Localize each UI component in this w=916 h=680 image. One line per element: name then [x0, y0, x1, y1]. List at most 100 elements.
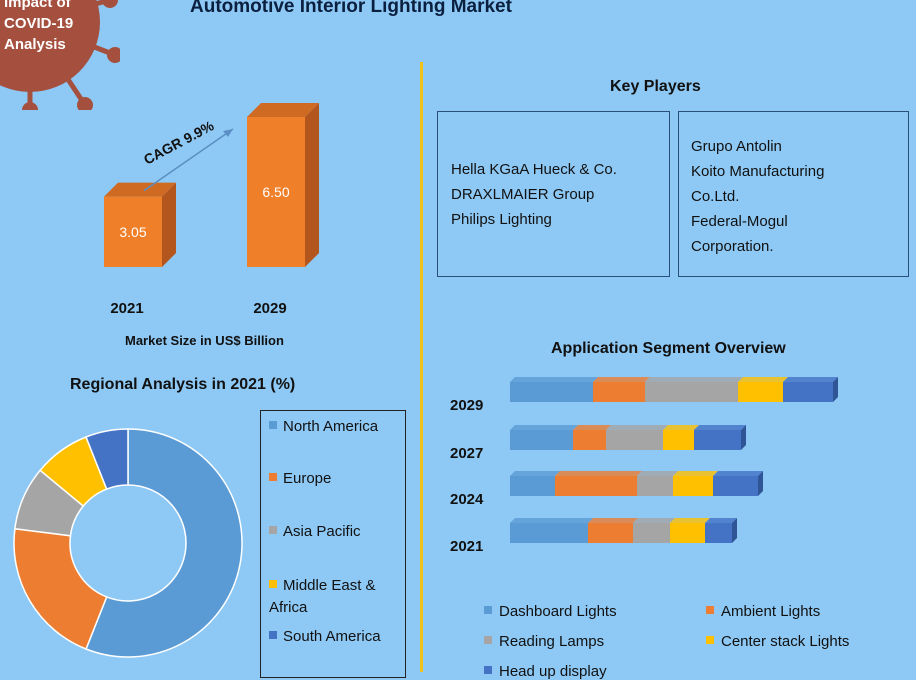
bar-top [510, 518, 593, 523]
bar-segment [510, 382, 593, 402]
bar-top [783, 377, 838, 382]
legend-label: Center stack Lights [721, 633, 850, 650]
legend-label: South America [283, 628, 381, 645]
donut-slice [85, 428, 243, 658]
player-name: Corporation. [691, 238, 774, 255]
bar-segment [663, 430, 694, 450]
bar [104, 196, 162, 267]
bar-data-label: 6.50 [262, 184, 289, 200]
bar-top [510, 377, 598, 382]
legend-label: North America [283, 418, 379, 435]
bar-segment [606, 430, 663, 450]
bar-segment [673, 476, 713, 496]
bar-segment [637, 476, 673, 496]
bar-segment [555, 476, 637, 496]
legend-item: Europe [269, 468, 404, 490]
key-players-box-right: Grupo Antolin Koito Manufacturing Co.Ltd… [678, 111, 909, 277]
page-title: Automotive Interior Lighting Market [190, 0, 512, 17]
badge-line: Impact of [4, 0, 71, 11]
legend-item: North America [269, 416, 404, 438]
legend-label: Ambient Lights [721, 603, 821, 620]
bar-top [573, 425, 611, 430]
bar-segment [783, 382, 833, 402]
bar-top [713, 471, 763, 476]
application-segment-chart: 2029 2027 2024 2021 [450, 377, 838, 555]
legend-item: South America [269, 626, 404, 648]
bar-data-label: 3.05 [119, 224, 146, 240]
category-label: 2027 [450, 445, 483, 462]
bar-side [305, 103, 319, 267]
bar-top [670, 518, 710, 523]
bar-segment [573, 430, 606, 450]
bar-top [645, 377, 743, 382]
player-name: DRAXLMAIER Group [451, 186, 595, 203]
bar-side [162, 182, 176, 267]
virus-icon [0, 0, 120, 110]
regional-chart-title: Regional Analysis in 2021 (%) [70, 376, 296, 393]
bar-top [637, 471, 678, 476]
bar-segment [593, 382, 645, 402]
bar-segment [713, 476, 758, 496]
bar-segment [738, 382, 783, 402]
app-legend-item: Ambient Lights [706, 603, 820, 620]
player-name: Hella KGaA Hueck & Co. [451, 161, 617, 178]
market-size-axis-label: Market Size in US$ Billion [125, 333, 284, 348]
cagr-arrow [143, 128, 234, 192]
bar-side [741, 425, 746, 450]
bar-side [758, 471, 763, 496]
donut-slice [85, 428, 129, 491]
player-name: Koito Manufacturing [691, 163, 825, 180]
application-chart-title: Application Segment Overview [551, 340, 786, 357]
donut-slice [13, 527, 108, 650]
bar-segment [510, 430, 573, 450]
legend-label: Dashboard Lights [499, 603, 617, 620]
bar-segment [510, 523, 588, 543]
legend-item: Asia Pacific [269, 521, 404, 543]
bar-top [633, 518, 675, 523]
player-name: Grupo Antolin [691, 138, 782, 155]
legend-label: Europe [283, 470, 332, 487]
bar-side [732, 518, 737, 543]
bar-segment [705, 523, 732, 543]
cagr-arrow-head [223, 129, 233, 137]
bar-segment [694, 430, 741, 450]
player-name: Co.Ltd. [691, 188, 740, 205]
category-label: 2029 [253, 300, 286, 317]
app-legend-item: Dashboard Lights [484, 603, 617, 620]
regional-donut-chart [13, 428, 243, 658]
cagr-label: CAGR 9.9% [141, 117, 217, 168]
bar-top [247, 103, 319, 117]
badge-line: Analysis [4, 36, 66, 53]
app-legend-item: Head up display [484, 663, 607, 680]
player-name: Federal-Mogul [691, 213, 788, 230]
bar-top [510, 425, 578, 430]
bar-segment [510, 476, 555, 496]
bar-segment [588, 523, 633, 543]
bar-top [663, 425, 699, 430]
vertical-divider [420, 62, 423, 672]
bar-top [588, 518, 638, 523]
bar-top [104, 182, 176, 197]
bar-top [593, 377, 650, 382]
key-players-title: Key Players [610, 78, 701, 95]
market-size-chart: 3.05 2021 6.50 2029 CAGR 9.9% [104, 103, 319, 317]
legend-label: Reading Lamps [499, 633, 605, 650]
badge-line: COVID-19 [4, 15, 74, 32]
covid-badge: Impact of COVID-19 Analysis [4, 0, 114, 55]
bar-top [510, 471, 560, 476]
bar [247, 117, 305, 267]
legend-item: Middle East & Africa [269, 575, 404, 619]
bar-segment [633, 523, 670, 543]
app-legend-item: Center stack Lights [706, 633, 849, 650]
legend-label: Head up display [499, 663, 607, 680]
legend-label: Asia Pacific [283, 523, 361, 540]
bar-top [705, 518, 737, 523]
category-label: 2024 [450, 491, 484, 508]
bar-top [738, 377, 788, 382]
app-legend-item: Reading Lamps [484, 633, 604, 650]
category-label: 2021 [450, 538, 483, 555]
bar-top [606, 425, 668, 430]
bar-segment [645, 382, 738, 402]
bar-segment [670, 523, 705, 543]
regional-legend: North America Europe Asia Pacific Middle… [260, 410, 406, 678]
